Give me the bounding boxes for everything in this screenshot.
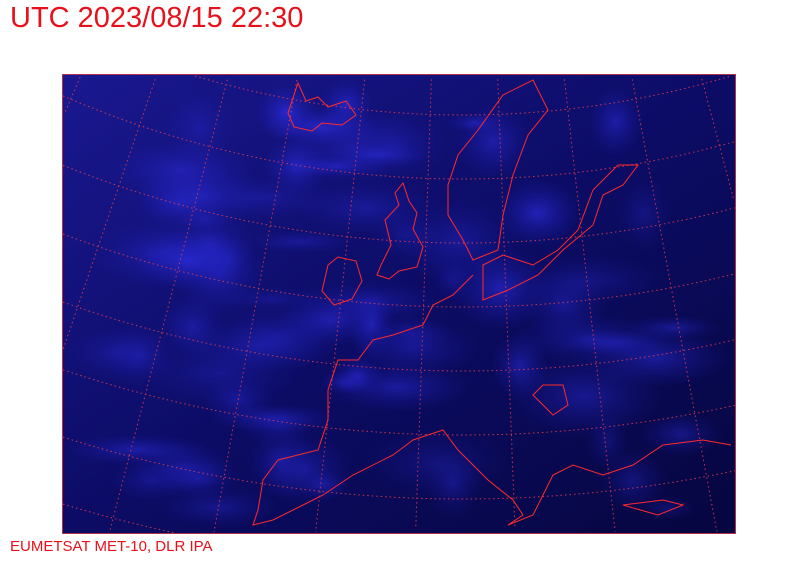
cloud xyxy=(639,411,722,457)
coastline-island xyxy=(532,384,569,416)
cloud xyxy=(297,469,349,500)
cloud xyxy=(587,86,644,158)
satellite-map xyxy=(62,74,736,534)
cloud xyxy=(445,112,505,133)
coastline-baltic xyxy=(482,164,639,301)
latitude-line xyxy=(63,301,735,372)
latitude-line xyxy=(63,233,735,308)
cloud xyxy=(211,302,347,372)
cloud xyxy=(513,254,665,306)
cloud xyxy=(626,315,720,341)
cloud xyxy=(365,427,508,500)
cloud xyxy=(64,433,210,466)
cloud xyxy=(331,354,383,396)
cloud xyxy=(338,111,450,178)
longitude-line xyxy=(497,79,516,530)
cloud xyxy=(100,323,178,388)
coastline-continent xyxy=(252,274,732,526)
cloud-layer xyxy=(64,78,730,527)
latitude-line xyxy=(63,95,735,180)
coastline-britain xyxy=(376,181,424,280)
coastlines xyxy=(252,79,732,526)
latitude-line xyxy=(63,503,176,533)
longitude-line xyxy=(213,79,298,533)
coastline-ireland xyxy=(321,256,363,306)
cloud xyxy=(396,198,522,286)
longitude-line xyxy=(109,79,228,530)
cloud xyxy=(491,331,550,402)
graticule xyxy=(63,75,735,533)
cloud xyxy=(373,314,451,352)
latitude-line xyxy=(63,436,735,500)
latitude-line xyxy=(63,369,735,436)
coastline-crete xyxy=(622,499,685,516)
longitude-line xyxy=(415,79,432,530)
cloud xyxy=(579,328,730,388)
satellite-image xyxy=(63,75,735,533)
cloud xyxy=(615,176,671,252)
data-source-credit: EUMETSAT MET-10, DLR IPA xyxy=(10,538,213,555)
cloud xyxy=(201,378,276,423)
coastline-iceland xyxy=(287,81,357,132)
cloud xyxy=(246,230,353,253)
cloud xyxy=(599,448,667,513)
cloud xyxy=(247,425,316,498)
longitude-line xyxy=(631,79,718,532)
timestamp-title: UTC 2023/08/15 22:30 xyxy=(10,2,304,34)
longitude-line xyxy=(563,79,616,532)
coastline-scandinavia xyxy=(447,79,549,261)
cloud xyxy=(193,175,340,220)
cloud xyxy=(156,457,240,500)
latitude-line xyxy=(63,164,735,244)
longitude-line xyxy=(315,79,366,533)
longitude-line xyxy=(701,78,735,200)
cloud xyxy=(133,230,240,291)
